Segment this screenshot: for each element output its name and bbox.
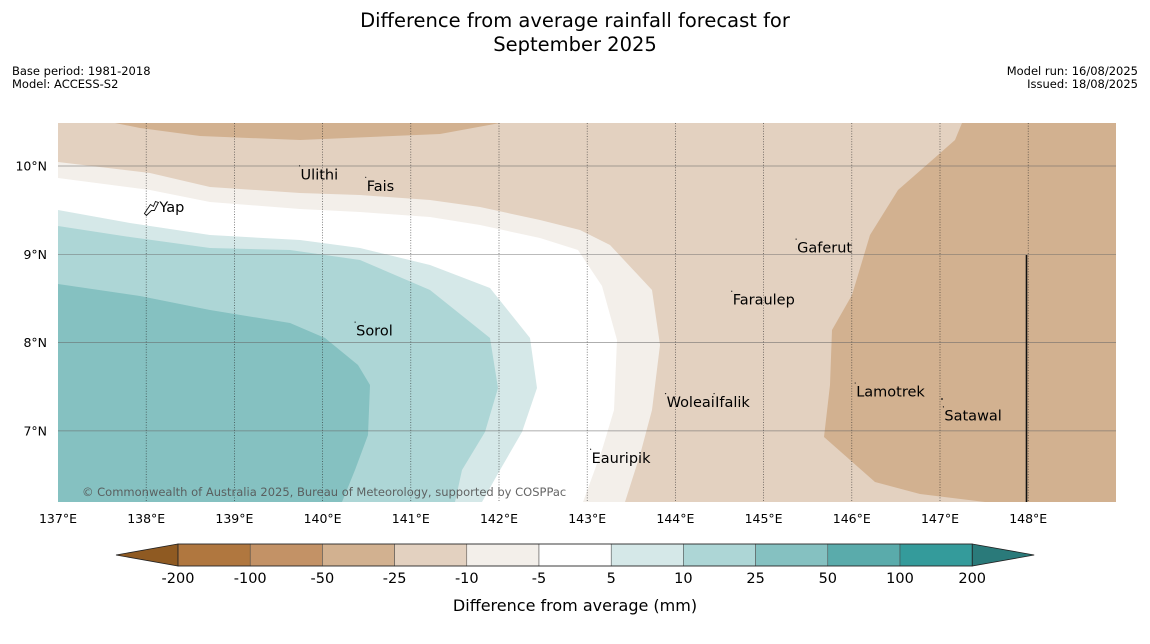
colorbar-tick-label: -5 — [532, 571, 546, 587]
island-label: Ifalik — [715, 395, 750, 411]
island-marker — [942, 406, 945, 408]
title-line-2: September 2025 — [493, 33, 657, 56]
model-text: Model: ACCESS-S2 — [12, 77, 119, 91]
lat-tick-label: 10°N — [15, 159, 47, 174]
colorbar-tick-label: 200 — [958, 571, 986, 587]
lon-tick-label: 144°E — [656, 511, 694, 526]
island-label: Gaferut — [797, 241, 852, 257]
colorbar: -200 -100 -50 -25 -10 -5 5 10 25 50 100 200 — [115, 543, 1035, 587]
colorbar-tick-label: 100 — [886, 571, 914, 587]
lon-tick-label: 143°E — [568, 511, 606, 526]
yap-island-outline — [143, 200, 160, 217]
island-label: Yap — [158, 200, 184, 216]
lon-tick-label: 146°E — [833, 511, 871, 526]
island-marker — [854, 382, 856, 384]
island-labels: Ulithi Fais Yap Gaferut Faraulep Sorol Lamotre… — [143, 165, 1002, 467]
colorbar-swatch — [755, 543, 829, 567]
contour-layer — [58, 123, 1116, 502]
island-marker — [365, 176, 367, 178]
colorbar-over-arrow — [971, 543, 1035, 567]
island-label: Woleai — [667, 395, 715, 411]
copyright-text: © Commonwealth of Australia 2025, Bureau… — [82, 485, 566, 499]
lat-tick-label: 7°N — [23, 423, 47, 438]
colorbar-swatch — [683, 543, 756, 567]
island-marker — [795, 238, 797, 240]
colorbar-swatch — [827, 543, 901, 567]
colorbar-swatch — [899, 543, 973, 567]
meta-left: Base period: 1981-2018 Model: ACCESS-S2 — [12, 65, 151, 91]
colorbar-tick-label: 10 — [674, 571, 692, 587]
colorbar-swatch — [466, 543, 540, 567]
island-label: Fais — [367, 179, 394, 195]
latitude-tick-labels: 10°N 9°N 8°N 7°N — [15, 159, 47, 439]
island-marker — [664, 393, 667, 395]
island-label: Ulithi — [301, 167, 339, 183]
lon-tick-label: 138°E — [127, 511, 165, 526]
island-label: Sorol — [356, 324, 393, 340]
colorbar-swatch — [249, 543, 323, 567]
model-run-text: Model run: 16/08/2025 — [1006, 64, 1138, 78]
title-line-1: Difference from average rainfall forecas… — [360, 9, 790, 32]
colorbar-tick-label: -10 — [455, 571, 479, 587]
colorbar-swatch — [538, 543, 612, 567]
lat-tick-label: 8°N — [23, 335, 47, 350]
colorbar-tick-label: 25 — [746, 571, 764, 587]
island-label: Lamotrek — [856, 385, 925, 401]
lon-tick-label: 139°E — [215, 511, 253, 526]
contour-band-east--50 — [824, 123, 1116, 502]
lon-tick-label: 140°E — [304, 511, 342, 526]
island-marker — [731, 290, 733, 292]
colorbar-label: Difference from average (mm) — [452, 596, 698, 615]
colorbar-swatch — [322, 543, 395, 567]
island-label: Faraulep — [733, 293, 795, 309]
lon-tick-label: 147°E — [921, 511, 959, 526]
lon-tick-label: 145°E — [745, 511, 783, 526]
island-label: Satawal — [944, 408, 1001, 424]
colorbar-under-arrow — [115, 543, 179, 567]
colorbar-swatch — [610, 543, 684, 567]
colorbar-tick-label: 50 — [819, 571, 837, 587]
lon-tick-label: 148°E — [1009, 511, 1047, 526]
lon-tick-label: 137°E — [39, 511, 77, 526]
colorbar-swatch — [394, 543, 468, 567]
colorbar-tick-label: 5 — [607, 571, 616, 587]
contour-band-top--50 — [115, 123, 500, 140]
colorbar-tick-label: -50 — [311, 571, 335, 587]
island-marker — [354, 321, 356, 323]
map-title: Difference from average rainfall forecas… — [0, 9, 1150, 57]
island-marker — [713, 393, 715, 395]
longitude-tick-labels: 137°E 138°E 139°E 140°E 141°E 142°E 143°E 144°E… — [39, 511, 1047, 526]
meta-right: Model run: 16/08/2025 Issued: 18/08/2025 — [1007, 65, 1138, 91]
island-marker — [298, 165, 301, 167]
base-period-text: Base period: 1981-2018 — [12, 64, 151, 78]
colorbar-tick-label: -25 — [383, 571, 407, 587]
colorbar-tick-label: -200 — [162, 571, 195, 587]
island-label: Eauripik — [592, 451, 651, 467]
map-gridlines — [58, 123, 1116, 502]
lat-tick-label: 9°N — [23, 247, 47, 262]
contour-band-25-to-50 — [58, 284, 370, 502]
island-marker — [941, 398, 943, 400]
island-marker — [590, 448, 592, 450]
colorbar-swatch — [177, 543, 251, 567]
lon-tick-label: 142°E — [480, 511, 518, 526]
colorbar-tick-label: -100 — [234, 571, 267, 587]
colorbar-frame — [177, 543, 973, 567]
issued-text: Issued: 18/08/2025 — [1027, 77, 1138, 91]
lon-tick-label: 141°E — [392, 511, 430, 526]
